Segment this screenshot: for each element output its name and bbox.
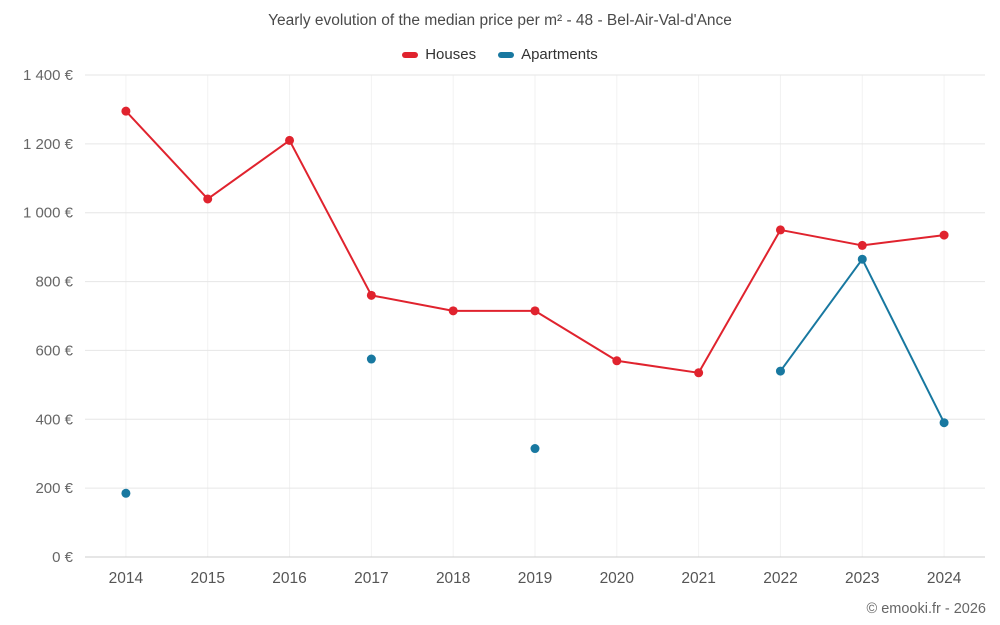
legend-label-houses: Houses [425,46,477,63]
x-axis-label: 2023 [845,570,879,587]
x-axis-label: 2017 [354,570,388,587]
houses-point[interactable] [530,306,540,316]
apartments-point[interactable] [530,444,540,454]
legend-item-apartments[interactable]: Apartments [498,46,598,63]
y-axis-label: 600 € [35,342,73,359]
y-axis-label: 0 € [52,549,74,566]
y-axis-label: 1 400 € [23,67,74,84]
x-axis-label: 2014 [109,570,144,587]
houses-point[interactable] [121,106,131,116]
houses-point[interactable] [203,194,213,204]
apartments-point[interactable] [857,254,867,264]
houses-series [121,106,949,378]
houses-point[interactable] [939,230,949,240]
legend-label-apartments: Apartments [521,46,598,63]
houses-point[interactable] [285,135,295,145]
houses-swatch-icon [402,51,419,58]
apartments-point[interactable] [366,354,376,364]
copyright-text: © emooki.fr - 2026 [866,601,986,617]
y-axis-label: 400 € [35,411,73,428]
houses-point[interactable] [694,368,704,378]
x-axis-label: 2024 [927,570,962,587]
apartments-series [121,254,949,498]
houses-point[interactable] [366,290,376,300]
x-axis-label: 2021 [681,570,715,587]
x-axis-label: 2018 [436,570,470,587]
legend: Houses Apartments [0,46,1000,63]
houses-point[interactable] [775,225,785,235]
apartments-point[interactable] [775,366,785,376]
houses-point[interactable] [448,306,458,316]
y-axis-label: 1 200 € [23,136,74,153]
x-axis-label: 2020 [600,570,635,587]
x-axis-label: 2016 [272,570,306,587]
x-axis-label: 2019 [518,570,552,587]
legend-item-houses[interactable]: Houses [402,46,476,63]
y-axis-label: 1 000 € [23,205,74,222]
apartments-swatch-icon [498,51,515,58]
apartments-point[interactable] [121,488,131,498]
y-axis-label: 200 € [35,480,73,497]
x-axis-label: 2015 [190,570,224,587]
chart-title: Yearly evolution of the median price per… [268,12,732,29]
y-axis-label: 800 € [35,274,73,291]
houses-point[interactable] [612,356,622,366]
apartments-point[interactable] [939,418,949,428]
x-axis-label: 2022 [763,570,797,587]
houses-point[interactable] [857,240,867,250]
